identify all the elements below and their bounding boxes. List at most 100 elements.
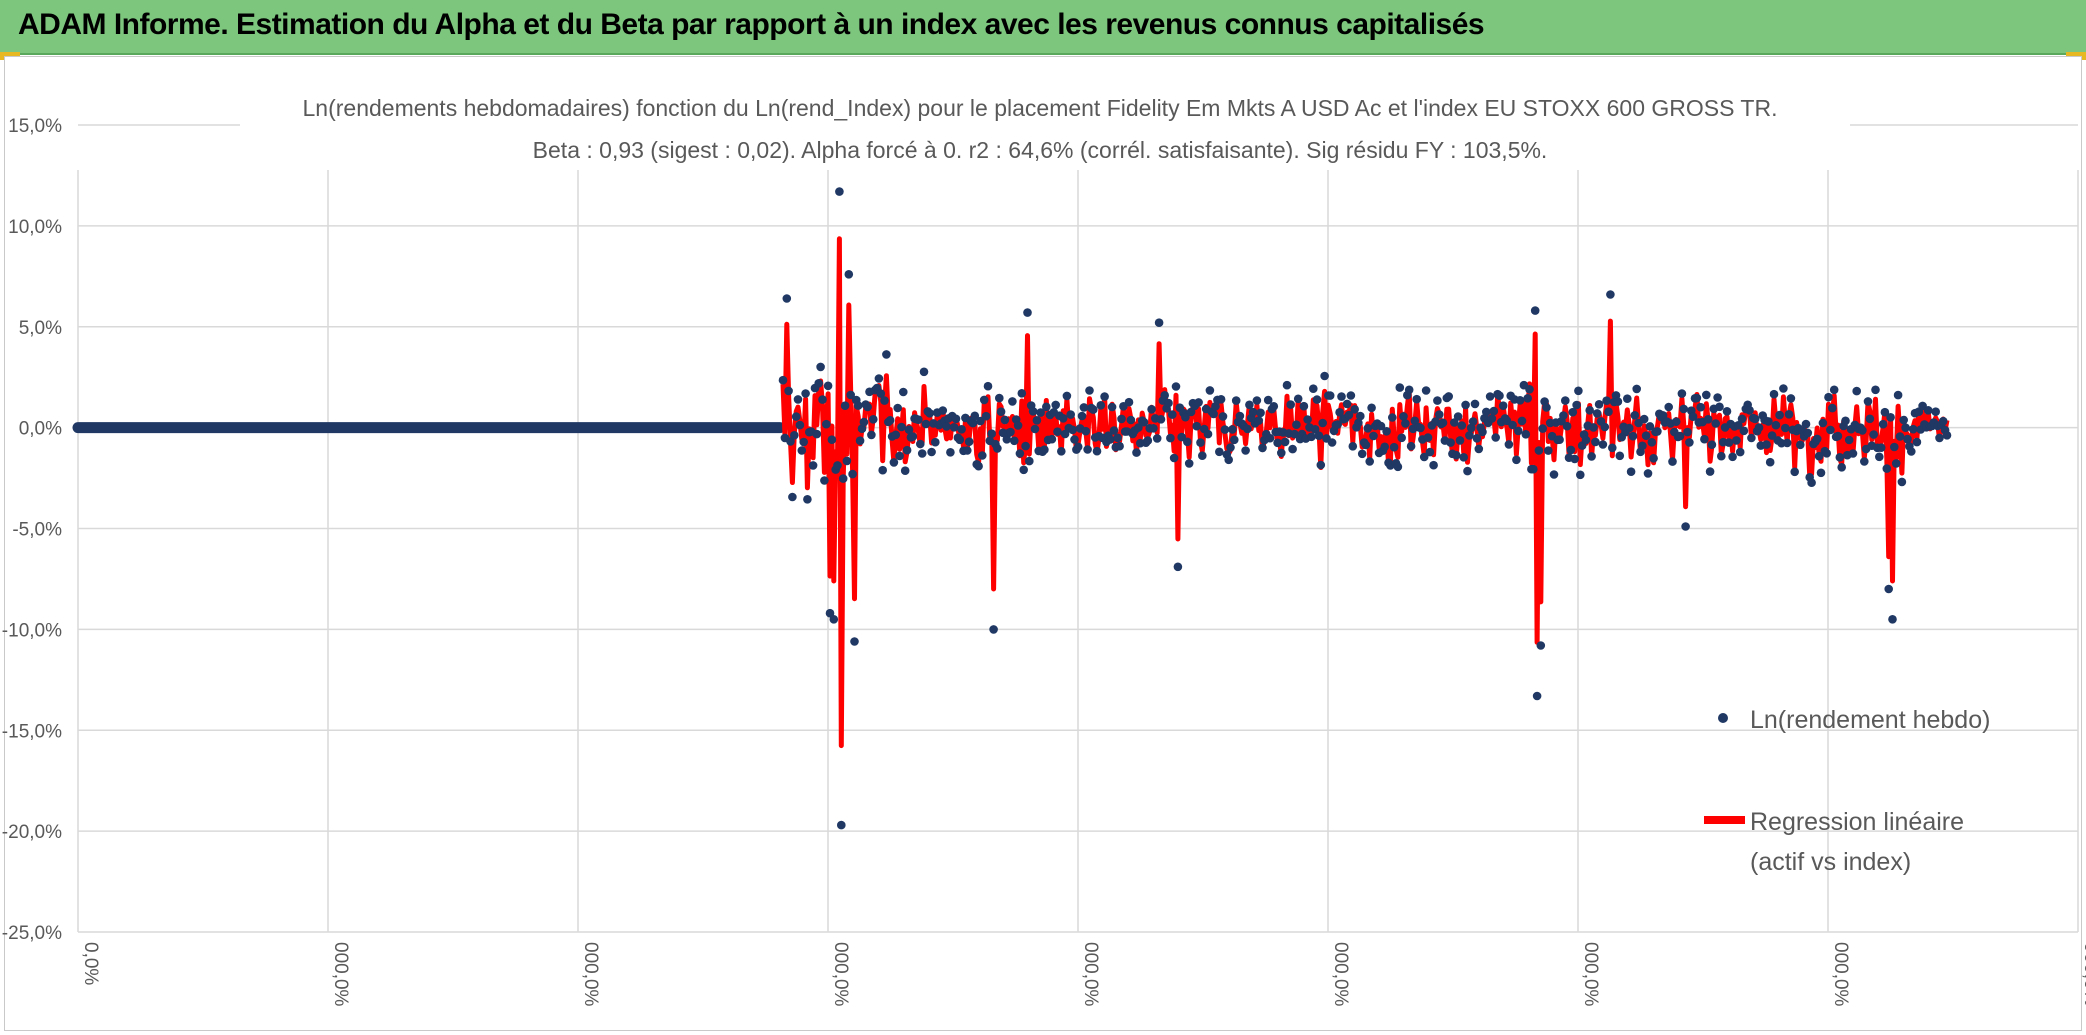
data-point (908, 432, 918, 441)
data-point (1013, 421, 1023, 430)
data-point (1152, 434, 1162, 443)
data-point (1388, 413, 1397, 422)
data-point (1628, 431, 1638, 441)
data-point (1626, 467, 1636, 477)
data-point (1453, 412, 1463, 421)
data-point (1858, 426, 1867, 435)
data-point (1598, 440, 1608, 449)
data-point (1389, 442, 1399, 452)
data-point (1457, 421, 1467, 430)
data-point (1782, 438, 1792, 448)
y-tick-label: -20,0% (2, 822, 62, 843)
data-point (1542, 403, 1551, 412)
data-point (889, 458, 899, 467)
data-point (1875, 452, 1884, 462)
data-point (838, 474, 848, 483)
data-point (1435, 410, 1444, 419)
data-point (1327, 438, 1337, 447)
data-point (1852, 386, 1861, 396)
data-point (867, 430, 876, 440)
data-point (1895, 432, 1905, 441)
data-point (1156, 415, 1166, 424)
data-point (833, 461, 842, 470)
data-point (1051, 400, 1060, 410)
data-point (788, 492, 797, 502)
data-point (1702, 390, 1711, 400)
data-point (1784, 410, 1794, 419)
data-point (1092, 446, 1102, 456)
data-point (1209, 409, 1218, 419)
data-point (1344, 410, 1354, 420)
data-point (1585, 406, 1594, 415)
data-point (1269, 402, 1279, 411)
data-point (1220, 425, 1230, 434)
data-point (1606, 290, 1615, 299)
data-point (1115, 441, 1124, 451)
data-point (1057, 447, 1066, 456)
data-point (1517, 416, 1527, 426)
data-point (1282, 380, 1292, 390)
data-point (1745, 406, 1754, 415)
y-tick-label: 0,0% (19, 419, 62, 440)
data-point (1884, 584, 1893, 594)
data-point (1198, 451, 1207, 461)
data-point (1028, 407, 1038, 416)
data-point (1931, 407, 1940, 417)
data-point (895, 451, 904, 461)
data-point (1624, 423, 1634, 433)
data-point (1848, 449, 1858, 458)
data-point (1303, 415, 1312, 424)
data-point (1397, 433, 1406, 443)
data-point (921, 419, 931, 429)
x-tick-label: 000,0% (330, 942, 351, 1007)
data-point (1880, 407, 1890, 417)
y-tick-label: -5,0% (12, 520, 62, 541)
data-point (1357, 449, 1367, 459)
data-point (1314, 431, 1324, 441)
data-point (885, 416, 895, 425)
data-point (914, 415, 923, 425)
data-point (782, 294, 792, 303)
data-point (1134, 423, 1143, 432)
data-point (882, 350, 891, 359)
data-point (793, 395, 803, 404)
data-point (1530, 306, 1540, 315)
data-point (1254, 416, 1264, 425)
data-point (1878, 419, 1888, 429)
data-point (837, 820, 846, 830)
data-point (1079, 403, 1089, 412)
data-point (1692, 393, 1702, 403)
data-point (1143, 436, 1153, 445)
data-point (1829, 385, 1839, 395)
data-point (1423, 433, 1433, 442)
data-point (1732, 436, 1741, 445)
data-point (1348, 442, 1358, 451)
data-point (1416, 423, 1425, 433)
data-point (1638, 441, 1647, 451)
data-point (1765, 457, 1775, 467)
data-point (1277, 448, 1286, 458)
y-axis-ticks: 15,0% 10,0% 5,0% 0,0% -5,0% -10,0% -15,0% -20,0… (2, 116, 62, 944)
data-point (1154, 318, 1164, 328)
data-point (786, 437, 795, 446)
data-point (1863, 397, 1873, 406)
data-point (1036, 408, 1045, 417)
data-point (1309, 384, 1318, 394)
data-point (1293, 394, 1303, 404)
data-point (1754, 423, 1764, 432)
data-point (1739, 426, 1749, 436)
data-point (976, 416, 985, 426)
data-point (1342, 399, 1352, 409)
data-point (1444, 392, 1453, 401)
data-point (869, 415, 878, 424)
data-point (1713, 393, 1722, 402)
data-point (1166, 433, 1175, 443)
data-point (1508, 420, 1517, 430)
data-point (964, 437, 974, 447)
data-point (1574, 386, 1583, 396)
data-point (1735, 447, 1745, 457)
data-point (823, 381, 833, 391)
data-point (1681, 522, 1690, 531)
data-point (1647, 438, 1657, 447)
data-point (893, 403, 902, 413)
